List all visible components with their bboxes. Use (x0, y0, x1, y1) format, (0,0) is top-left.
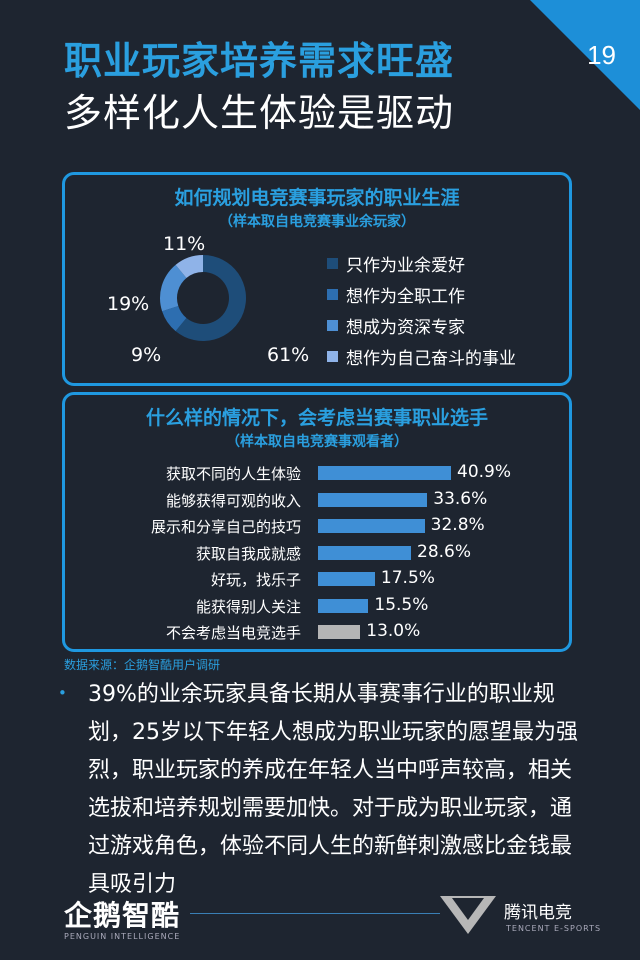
bar (318, 572, 375, 586)
bar-category-label: 获取不同的人生体验 (165, 465, 301, 483)
penguin-logo-sub: PENGUIN INTELLIGENCE (64, 932, 181, 941)
bar-value-label: 13.0% (366, 621, 421, 641)
page-subtitle: 多样化人生体验是驱动 (64, 91, 455, 135)
slice-label: 19% (107, 293, 150, 315)
bar (318, 545, 411, 560)
bar-value-label: 33.6% (433, 488, 488, 509)
footer-divider (190, 913, 440, 914)
bar (318, 492, 428, 507)
legend-label: 只作为业余爱好 (346, 256, 465, 276)
donut-chart (160, 255, 246, 341)
summary-text: 39%的业余玩家具备长期从事赛事行业的职业规划，25岁以下年轻人想成为职业玩家的… (88, 682, 578, 897)
motivation-panel: 什么样的情况下，会考虑当赛事职业选手 （样本取自电竞赛事观看者） 获取不同的人生… (62, 392, 572, 652)
page-number: 19 (587, 40, 616, 70)
pie-slice (175, 255, 246, 341)
bar-category-label: 能够获得可观的收入 (165, 491, 301, 510)
legend-swatch (327, 351, 338, 362)
legend-item: 想作为全职工作 (327, 282, 465, 307)
bullet-icon: • (58, 684, 67, 702)
bar-category-label: 获取自我成就感 (195, 544, 301, 563)
legend-swatch (327, 320, 338, 331)
bar (318, 625, 361, 639)
penguin-logo: 企鹅智酷 (64, 899, 181, 932)
corner-decoration (530, 0, 640, 110)
bar-category-label: 好玩，找乐子 (210, 571, 301, 589)
legend-item: 想作为自己奋斗的事业 (327, 344, 516, 369)
chart-subtitle: （样本取自电竞赛事业余玩家） (219, 214, 415, 230)
tencent-esports-logo-sub: TENCENT E-SPORTS (506, 924, 602, 933)
bar (318, 598, 369, 613)
chart-subtitle: （样本取自电竞赛事观看者） (226, 434, 408, 450)
career-plan-panel: 如何规划电竞赛事玩家的职业生涯 （样本取自电竞赛事业余玩家） 11% 19% 9… (62, 172, 572, 386)
bar-value-label: 17.5% (380, 568, 435, 588)
bar-category-label: 展示和分享自己的技巧 (150, 518, 301, 536)
slice-label: 9% (131, 344, 162, 366)
bar-value-label: 40.9% (457, 462, 512, 482)
legend-swatch (327, 258, 338, 269)
chart-title: 什么样的情况下，会考虑当赛事职业选手 (145, 407, 488, 429)
pie-slice (162, 306, 187, 332)
bar-category-label: 能获得别人关注 (195, 597, 301, 616)
pie-slice (160, 264, 187, 312)
bar-value-label: 32.8% (430, 515, 485, 535)
bar (318, 466, 451, 480)
legend-item: 只作为业余爱好 (327, 251, 465, 276)
legend-label: 想作为自己奋斗的事业 (346, 349, 516, 369)
page-title: 职业玩家培养需求旺盛 (64, 39, 455, 83)
bar (318, 519, 425, 533)
bar-category-label: 不会考虑当电竞选手 (165, 624, 301, 642)
chart-title: 如何规划电竞赛事玩家的职业生涯 (174, 187, 460, 209)
legend-label: 想成为资深专家 (346, 318, 465, 338)
data-source: 数据来源：企鹅智酷用户调研 (64, 658, 221, 672)
legend-item: 想成为资深专家 (327, 313, 465, 338)
pie-slice (175, 255, 203, 278)
tencent-esports-logo: 腾讯电竞 (504, 903, 572, 923)
slice-label: 11% (163, 233, 206, 255)
bar-value-label: 15.5% (374, 594, 429, 615)
legend-swatch (327, 289, 338, 300)
bar-value-label: 28.6% (417, 541, 472, 562)
slice-label: 61% (267, 344, 310, 366)
tencent-esports-v-inner (452, 898, 484, 920)
legend-label: 想作为全职工作 (346, 287, 465, 307)
